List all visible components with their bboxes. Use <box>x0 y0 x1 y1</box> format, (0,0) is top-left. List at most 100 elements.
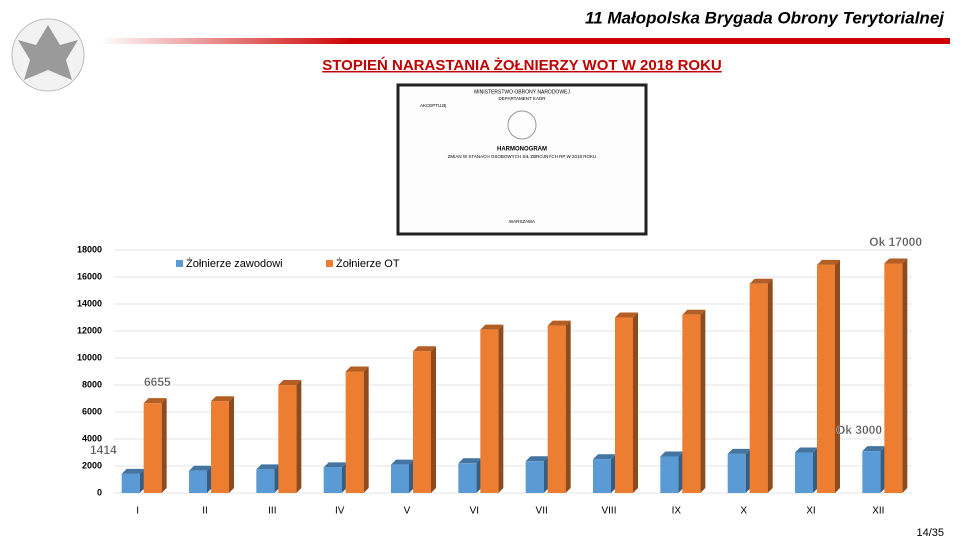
document-image: MINISTERSTWO OBRONY NARODOWEJ DEPARTAMEN… <box>396 83 648 236</box>
y-tick-label: 6000 <box>82 406 102 416</box>
annotation: Ok 3000 <box>836 423 882 437</box>
header-rule <box>100 38 950 44</box>
x-tick-label: VII <box>536 506 548 517</box>
page-number: 14/35 <box>916 527 944 539</box>
bar-top <box>884 258 908 264</box>
bar <box>121 473 140 493</box>
annotation: 1414 <box>90 443 117 457</box>
annotation: 6655 <box>144 375 171 389</box>
bar-top <box>593 454 616 460</box>
bar <box>211 401 229 493</box>
x-tick-label: III <box>268 506 276 517</box>
bar <box>749 283 768 493</box>
y-tick-label: 0 <box>97 487 102 497</box>
bar-top <box>480 324 504 330</box>
x-tick-label: IX <box>672 506 682 517</box>
bar <box>547 325 566 493</box>
bar-top <box>547 320 571 326</box>
bar <box>817 264 835 493</box>
bar-side <box>363 366 369 493</box>
y-tick-label: 8000 <box>82 379 102 389</box>
doc-line: ZMIAN W STANACH OSOBOWYCH SIŁ ZBROJNYCH … <box>448 154 597 159</box>
bar-side <box>229 396 234 493</box>
bar <box>862 451 881 493</box>
bar-side <box>813 447 818 493</box>
bar-top <box>391 459 414 465</box>
bar-side <box>835 259 840 493</box>
bar-top <box>458 458 482 464</box>
x-tick-label: XI <box>806 506 815 517</box>
bar <box>323 467 342 493</box>
y-tick-label: 2000 <box>82 460 102 470</box>
chart-title: STOPIEŃ NARASTANIA ŻOŁNIERZY WOT W 2018 … <box>322 57 721 74</box>
bar-side <box>543 456 549 493</box>
bar-top <box>121 468 145 474</box>
x-tick-label: IV <box>335 506 345 517</box>
bar-top <box>323 462 347 468</box>
bar-top <box>660 451 684 457</box>
doc-line: HARMONOGRAM <box>497 147 547 153</box>
y-tick-label: 16000 <box>77 271 102 281</box>
x-tick-label: I <box>136 506 139 517</box>
bar <box>143 403 162 493</box>
bar-top <box>615 312 638 318</box>
bar-side <box>431 346 436 493</box>
y-tick-label: 4000 <box>82 433 102 443</box>
bar <box>682 314 701 493</box>
x-tick-label: II <box>202 506 208 517</box>
x-tick-label: VI <box>470 506 479 517</box>
header-title: 11 Małopolska Brygada Obrony Terytorialn… <box>585 8 945 27</box>
bar <box>256 469 275 493</box>
bar-top <box>345 366 369 372</box>
bar-top <box>682 309 706 315</box>
bar <box>660 456 679 493</box>
y-tick-label: 14000 <box>77 298 102 308</box>
bar-top <box>817 259 840 265</box>
bar-top <box>211 396 234 402</box>
bar-side <box>161 398 167 493</box>
y-tick-label: 10000 <box>77 352 102 362</box>
bar-side <box>633 312 638 493</box>
bar <box>458 463 477 493</box>
bar-side <box>341 462 347 493</box>
bar <box>525 461 544 493</box>
legend-swatch <box>326 260 333 267</box>
doc-line: WARSZAWA <box>509 219 535 224</box>
bar <box>189 470 207 493</box>
bar-side <box>700 309 706 493</box>
bar-top <box>189 465 212 471</box>
bar <box>615 317 633 493</box>
bar-top <box>278 380 302 385</box>
bar-side <box>880 446 886 493</box>
x-tick-label: XII <box>872 506 884 517</box>
bar <box>413 351 431 493</box>
bar <box>727 453 746 493</box>
y-tick-label: 18000 <box>77 244 102 254</box>
bar-side <box>476 458 482 493</box>
bar-side <box>611 454 616 493</box>
bar-top <box>795 447 818 453</box>
bar-side <box>207 465 212 493</box>
bar <box>795 452 813 493</box>
legend-label: Żołnierze zawodowi <box>186 257 283 270</box>
bar-top <box>413 346 436 352</box>
annotation: Ok 17000 <box>869 235 922 249</box>
bar-side <box>274 464 280 493</box>
bar-side <box>902 258 908 493</box>
legend-label: Żołnierze OT <box>336 257 400 270</box>
bar <box>278 385 297 493</box>
bar <box>884 263 903 493</box>
bar-top <box>727 448 751 454</box>
bar <box>593 459 611 493</box>
bar-side <box>745 448 751 493</box>
y-tick-label: 12000 <box>77 325 102 335</box>
bar-side <box>409 459 414 493</box>
bar-side <box>767 278 773 493</box>
logo <box>11 18 85 92</box>
bar-side <box>565 320 571 493</box>
doc-line: AKCEPTUJĘ <box>420 103 447 108</box>
x-tick-label: X <box>740 506 747 517</box>
bar-top <box>256 464 280 470</box>
x-tick-label: V <box>404 506 411 517</box>
